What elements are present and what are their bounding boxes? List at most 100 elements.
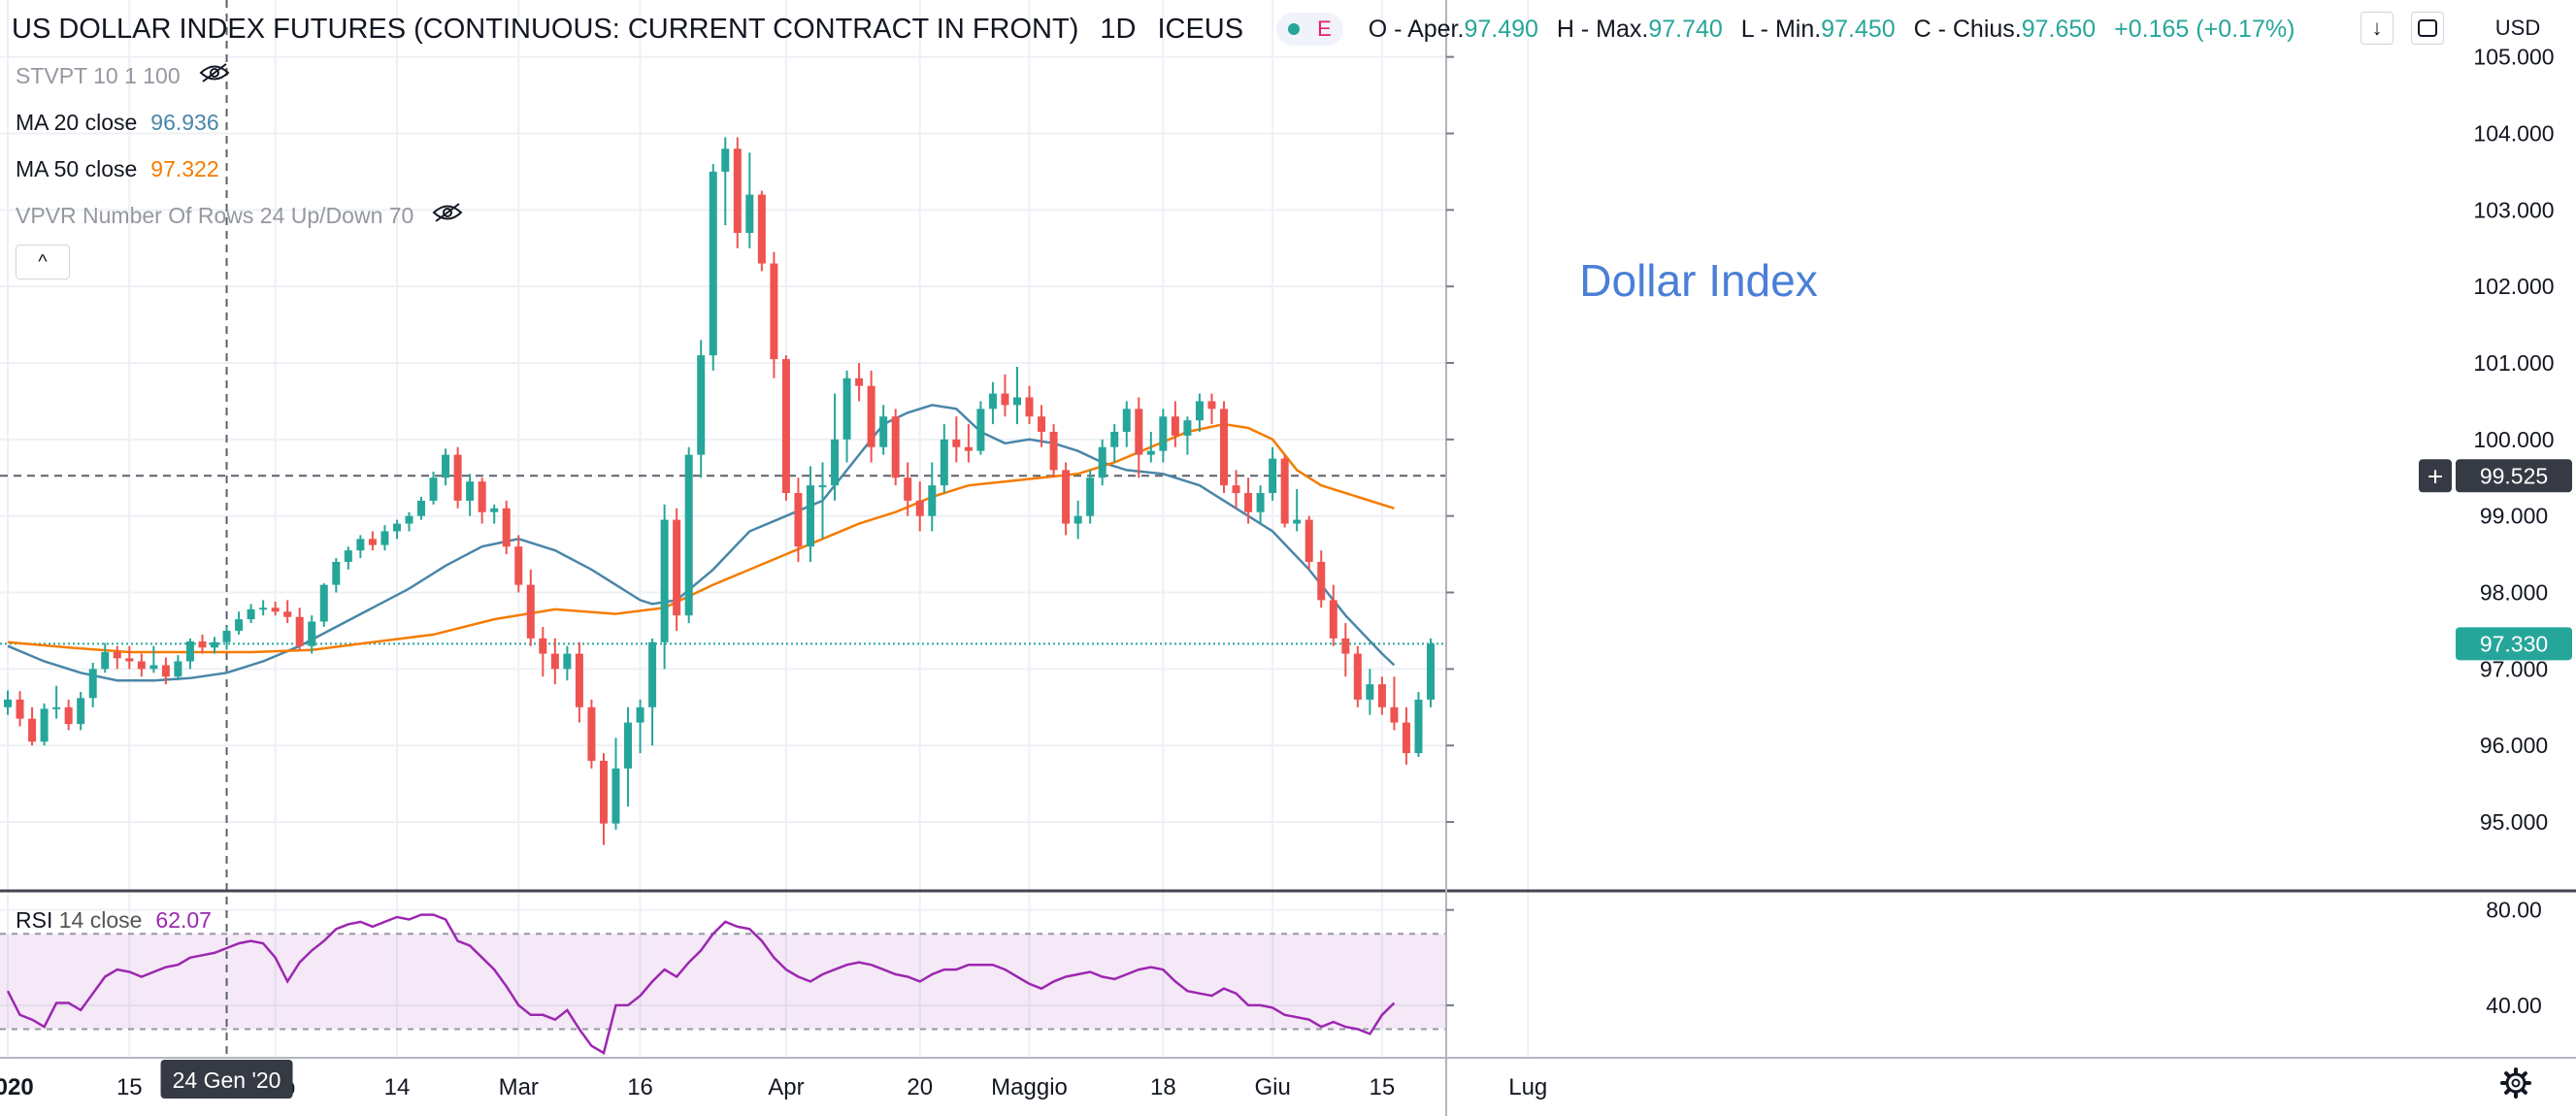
candle (794, 477, 803, 562)
eye-hidden-icon[interactable] (198, 62, 231, 89)
rsi-axis: 80.00 40.00 (1446, 898, 2542, 1018)
ma50-line (7, 422, 1395, 654)
candle (319, 583, 328, 628)
y-tick-label: 102.000 (2473, 274, 2554, 299)
symbol-title[interactable]: US DOLLAR INDEX FUTURES (CONTINUOUS: CUR… (12, 13, 1079, 45)
candle (1122, 401, 1131, 447)
candle (781, 355, 790, 501)
candle-body (1049, 431, 1058, 471)
candle-body (514, 546, 523, 585)
candle-body (1012, 397, 1021, 406)
stvpt-legend[interactable]: STVPT 10 1 100 (16, 58, 231, 93)
candle-body (1073, 515, 1082, 524)
candle-body (332, 561, 341, 585)
candle (185, 638, 194, 670)
svg-text:97.330: 97.330 (2480, 631, 2548, 656)
market-status-pill[interactable]: E (1276, 13, 1343, 46)
candle (259, 600, 268, 616)
candle-body (1414, 699, 1423, 754)
candle (539, 627, 547, 677)
fullscreen-icon (2418, 19, 2437, 37)
candle-body (1232, 485, 1240, 494)
candle-body (356, 539, 365, 551)
y-tick-label: 97.000 (2480, 656, 2548, 681)
candle (1366, 669, 1374, 715)
candle-body (1038, 416, 1046, 432)
candle (673, 508, 681, 631)
rsi-legend[interactable]: RSI 14 close 62.07 (16, 903, 212, 937)
candle-body (28, 718, 37, 742)
candle (660, 504, 669, 670)
candle-body (101, 652, 110, 670)
candle-body (1183, 420, 1192, 436)
collapse-legend-button[interactable]: ^ (16, 245, 70, 279)
candle (575, 641, 583, 723)
candle (1049, 424, 1058, 478)
x-tick-label: Giu (1254, 1074, 1290, 1100)
currency-label[interactable]: USD (2494, 16, 2541, 40)
candle-body (1305, 519, 1313, 562)
candle-body (453, 454, 462, 501)
candle (648, 638, 657, 746)
candle (161, 657, 170, 685)
rsi-line (6, 913, 1396, 1056)
candle-body (429, 477, 438, 501)
candle-body (636, 706, 644, 723)
candle-body (673, 519, 681, 616)
candle (1329, 584, 1338, 646)
eye-hidden-icon[interactable] (431, 202, 464, 229)
candle-body (308, 621, 316, 646)
candle-body (952, 439, 961, 447)
y-tick-label: 101.000 (2473, 350, 2554, 376)
ma20-legend[interactable]: MA 20 close 96.936 (16, 109, 219, 135)
candle-body (794, 493, 803, 547)
vpvr-legend[interactable]: VPVR Number Of Rows 24 Up/Down 70 (16, 198, 464, 233)
candle-body (174, 661, 182, 677)
candle-body (1280, 458, 1289, 524)
last-price-label: 97.330 (2456, 627, 2572, 661)
candle-body (417, 500, 426, 516)
restore-chart-button[interactable] (2411, 12, 2444, 45)
candle (1341, 623, 1350, 677)
settings-gear-icon[interactable] (2500, 1067, 2531, 1099)
ma50-legend[interactable]: MA 50 close 97.322 (16, 155, 219, 181)
rsi-band (0, 934, 1446, 1030)
candle-body (831, 439, 840, 486)
rsi-tick-label: 80.00 (2486, 898, 2542, 923)
candle (709, 164, 717, 371)
candle-body (211, 641, 219, 648)
add-alert-plus-icon[interactable]: + (2419, 459, 2452, 493)
candle (417, 496, 426, 520)
candle (1062, 462, 1071, 536)
candle-body (222, 630, 231, 642)
candle-body (1135, 409, 1143, 455)
candle-body (40, 708, 49, 742)
candle (636, 699, 644, 754)
candle (271, 601, 280, 616)
candle-body (259, 607, 268, 610)
candle (721, 137, 730, 226)
candle (88, 663, 97, 707)
candle (1427, 638, 1436, 707)
candle (77, 692, 85, 731)
timeframe[interactable]: 1D (1100, 13, 1137, 45)
candle (1159, 409, 1168, 463)
candle (599, 753, 608, 845)
scroll-down-button[interactable]: ↓ (2361, 12, 2394, 45)
candle-body (526, 584, 535, 639)
candle (4, 690, 12, 715)
chevron-up-icon: ^ (38, 250, 48, 273)
y-tick-label: 95.000 (2480, 809, 2548, 835)
candle (125, 645, 134, 670)
candle-body (550, 653, 559, 670)
candle-body (1390, 706, 1399, 723)
candle (149, 645, 158, 673)
candle (563, 645, 572, 681)
crosshair-date-label: 24 Gen '20 (160, 1060, 293, 1099)
chart-annotation[interactable]: Dollar Index (1579, 255, 1817, 306)
x-tick-label: 20 (907, 1074, 933, 1100)
candle (1305, 515, 1313, 570)
candle-body (1427, 643, 1436, 700)
candle (1110, 424, 1119, 463)
